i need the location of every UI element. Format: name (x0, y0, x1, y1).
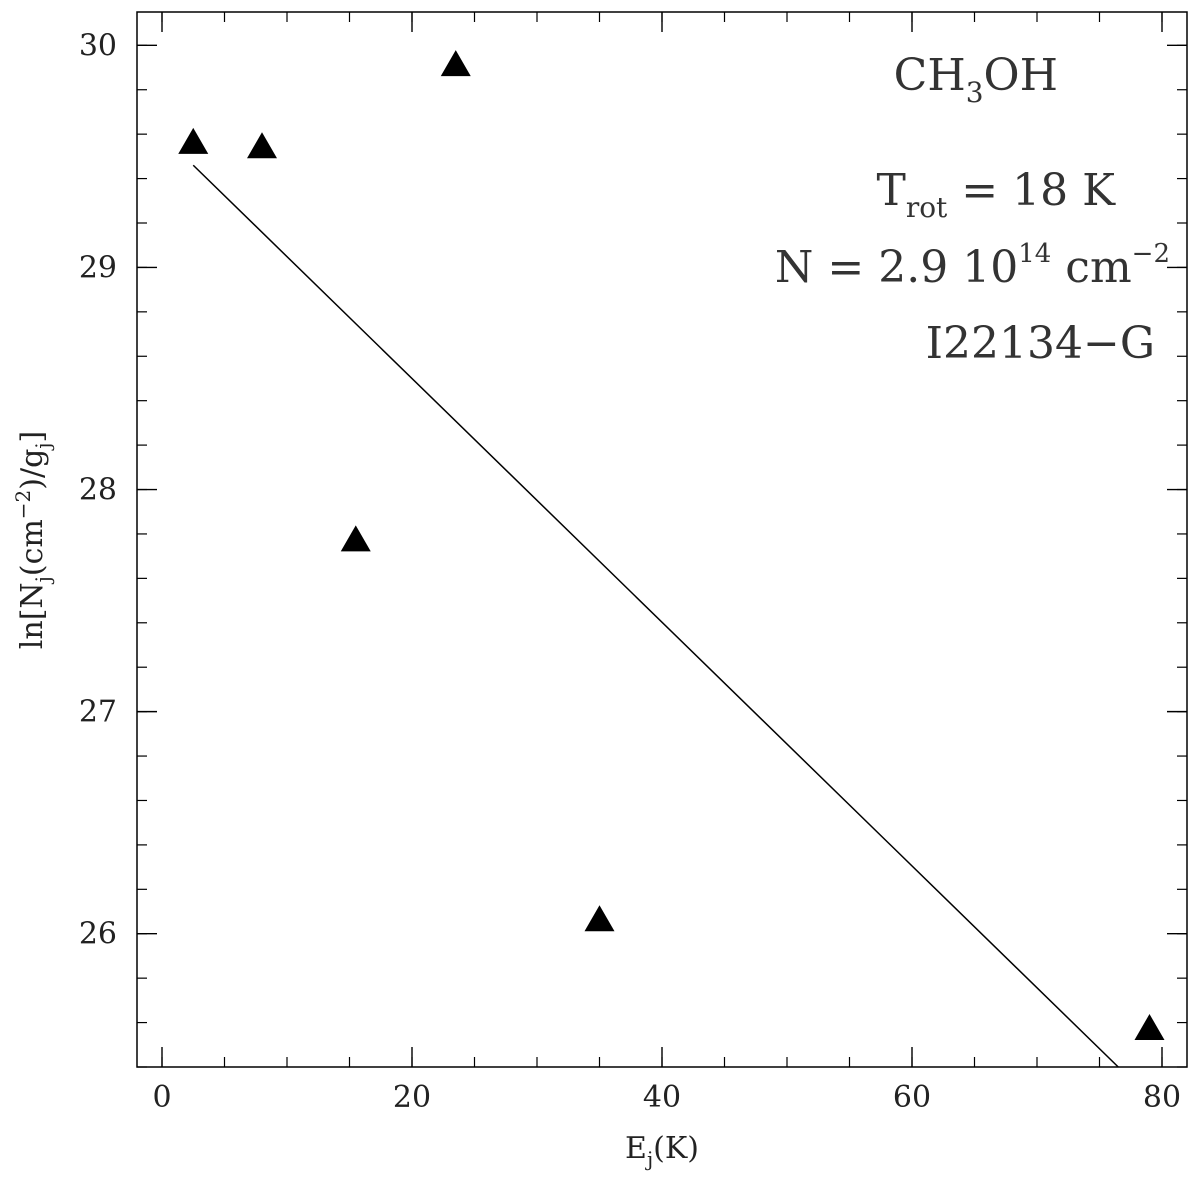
column-density-annotation: N = 2.9 1014 cm−2 (775, 239, 1170, 293)
y-tick-label: 26 (79, 917, 117, 952)
x-tick-label: 60 (893, 1080, 931, 1115)
data-point-triangle (247, 132, 277, 159)
x-axis-label: Ej(K) (625, 1131, 699, 1171)
y-tick-label: 27 (79, 695, 117, 730)
x-tick-label: 40 (643, 1080, 681, 1115)
trot-annotation: Trot = 18 K (876, 165, 1116, 224)
data-points (178, 50, 1165, 1041)
data-point-triangle (1134, 1014, 1165, 1041)
y-tick-label: 30 (79, 28, 117, 63)
data-point-triangle (178, 127, 209, 154)
x-tick-label: 80 (1143, 1080, 1181, 1115)
data-point-triangle (584, 905, 615, 932)
data-point-triangle (340, 525, 371, 552)
major-ticks (137, 12, 1187, 1067)
tick-labels: 0 20 40 60 80 26 27 28 29 30 (79, 28, 1181, 1115)
source-annotation: I22134−G (926, 318, 1155, 369)
y-tick-label: 29 (79, 250, 117, 285)
y-tick-label: 28 (79, 473, 117, 508)
y-axis-label: ln[Nj(cm−2)/gj] (11, 431, 55, 649)
data-point-triangle (440, 50, 471, 77)
fit-line (192, 164, 1119, 1068)
x-tick-label: 0 (152, 1080, 171, 1115)
x-tick-label: 20 (393, 1080, 431, 1115)
molecule-annotation: CH3OH (894, 50, 1058, 109)
